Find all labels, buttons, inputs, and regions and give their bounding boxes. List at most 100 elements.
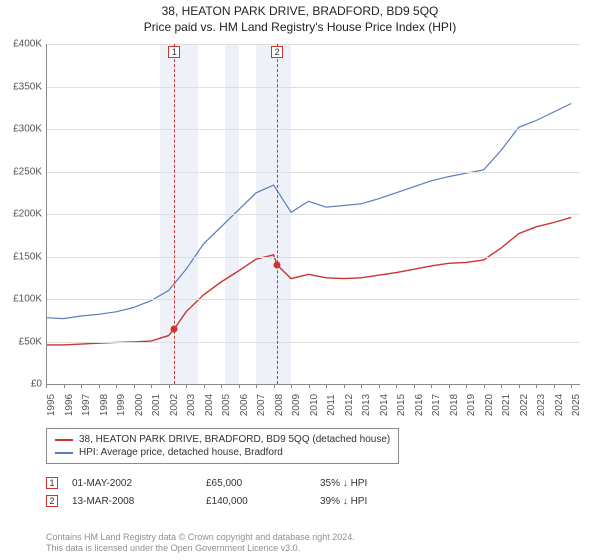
plot-area: £0£50K£100K£150K£200K£250K£300K£350K£400… bbox=[46, 44, 580, 384]
x-tick bbox=[204, 384, 205, 388]
x-axis-label: 2016 bbox=[414, 394, 425, 416]
x-axis-label: 2009 bbox=[291, 394, 302, 416]
gridline bbox=[46, 87, 580, 88]
gridline bbox=[46, 214, 580, 215]
x-tick bbox=[326, 384, 327, 388]
sale-row: 1 01-MAY-2002 £65,000 35% ↓ HPI bbox=[46, 474, 580, 492]
x-axis-label: 2018 bbox=[449, 394, 460, 416]
x-axis-label: 2002 bbox=[169, 394, 180, 416]
x-axis-label: 2025 bbox=[571, 394, 582, 416]
x-axis-label: 2006 bbox=[239, 394, 250, 416]
x-axis-label: 2011 bbox=[326, 394, 337, 416]
x-axis-label: 2005 bbox=[221, 394, 232, 416]
y-axis-label: £150K bbox=[2, 251, 42, 262]
x-axis-label: 1999 bbox=[116, 394, 127, 416]
sale-marker-box: 1 bbox=[46, 477, 58, 489]
series-hpi bbox=[46, 104, 571, 319]
x-tick bbox=[274, 384, 275, 388]
sale-trend: 35% ↓ HPI bbox=[320, 478, 440, 489]
x-axis-label: 2010 bbox=[309, 394, 320, 416]
gridline bbox=[46, 342, 580, 343]
x-axis bbox=[46, 384, 580, 385]
x-tick bbox=[501, 384, 502, 388]
x-tick bbox=[361, 384, 362, 388]
x-tick bbox=[151, 384, 152, 388]
sale-row: 2 13-MAR-2008 £140,000 39% ↓ HPI bbox=[46, 492, 580, 510]
footer-line: This data is licensed under the Open Gov… bbox=[46, 543, 355, 554]
x-tick bbox=[466, 384, 467, 388]
x-tick bbox=[81, 384, 82, 388]
x-tick bbox=[169, 384, 170, 388]
x-axis-label: 2004 bbox=[204, 394, 215, 416]
legend-swatch bbox=[55, 452, 73, 454]
legend-box: 38, HEATON PARK DRIVE, BRADFORD, BD9 5QQ… bbox=[46, 428, 399, 464]
x-tick bbox=[309, 384, 310, 388]
x-tick bbox=[116, 384, 117, 388]
footer-text: Contains HM Land Registry data © Crown c… bbox=[46, 532, 355, 555]
y-axis-label: £100K bbox=[2, 294, 42, 305]
sale-marker-box: 2 bbox=[46, 495, 58, 507]
x-axis-label: 2008 bbox=[274, 394, 285, 416]
x-axis-label: 2003 bbox=[186, 394, 197, 416]
x-axis-label: 1997 bbox=[81, 394, 92, 416]
x-axis-label: 1996 bbox=[64, 394, 75, 416]
x-tick bbox=[414, 384, 415, 388]
y-axis-label: £300K bbox=[2, 124, 42, 135]
x-axis-label: 2007 bbox=[256, 394, 267, 416]
title-block: 38, HEATON PARK DRIVE, BRADFORD, BD9 5QQ… bbox=[0, 0, 600, 34]
x-axis-label: 2014 bbox=[379, 394, 390, 416]
x-axis-label: 1998 bbox=[99, 394, 110, 416]
legend-row: 38, HEATON PARK DRIVE, BRADFORD, BD9 5QQ… bbox=[55, 433, 390, 446]
x-tick bbox=[99, 384, 100, 388]
sale-trend: 39% ↓ HPI bbox=[320, 496, 440, 507]
x-axis-label: 2000 bbox=[134, 394, 145, 416]
legend-label: HPI: Average price, detached house, Brad… bbox=[79, 447, 283, 458]
x-axis-label: 2019 bbox=[466, 394, 477, 416]
x-tick bbox=[571, 384, 572, 388]
x-tick bbox=[344, 384, 345, 388]
sale-dot bbox=[274, 262, 281, 269]
x-tick bbox=[536, 384, 537, 388]
x-tick bbox=[186, 384, 187, 388]
x-tick bbox=[396, 384, 397, 388]
sale-table: 1 01-MAY-2002 £65,000 35% ↓ HPI 2 13-MAR… bbox=[46, 474, 580, 510]
x-tick bbox=[519, 384, 520, 388]
x-axis-label: 2012 bbox=[344, 394, 355, 416]
y-axis-label: £400K bbox=[2, 39, 42, 50]
series-subject bbox=[46, 217, 571, 345]
x-tick bbox=[221, 384, 222, 388]
x-tick bbox=[379, 384, 380, 388]
title-address: 38, HEATON PARK DRIVE, BRADFORD, BD9 5QQ bbox=[0, 4, 600, 18]
x-axis-label: 2023 bbox=[536, 394, 547, 416]
x-tick bbox=[134, 384, 135, 388]
legend-label: 38, HEATON PARK DRIVE, BRADFORD, BD9 5QQ… bbox=[79, 434, 390, 445]
gridline bbox=[46, 129, 580, 130]
sale-marker-chart: 2 bbox=[271, 46, 283, 58]
sale-price: £65,000 bbox=[206, 478, 306, 489]
x-tick bbox=[46, 384, 47, 388]
title-subtitle: Price paid vs. HM Land Registry's House … bbox=[0, 20, 600, 34]
y-axis-label: £200K bbox=[2, 209, 42, 220]
x-tick bbox=[431, 384, 432, 388]
sale-price: £140,000 bbox=[206, 496, 306, 507]
chart-container: 38, HEATON PARK DRIVE, BRADFORD, BD9 5QQ… bbox=[0, 0, 600, 560]
y-axis-label: £250K bbox=[2, 166, 42, 177]
x-axis-label: 2001 bbox=[151, 394, 162, 416]
x-axis-label: 2022 bbox=[519, 394, 530, 416]
x-tick bbox=[554, 384, 555, 388]
legend-swatch bbox=[55, 439, 73, 441]
x-tick bbox=[239, 384, 240, 388]
x-tick bbox=[291, 384, 292, 388]
gridline bbox=[46, 44, 580, 45]
x-axis-label: 2017 bbox=[431, 394, 442, 416]
sale-dot bbox=[171, 325, 178, 332]
x-tick bbox=[484, 384, 485, 388]
gridline bbox=[46, 172, 580, 173]
y-axis-label: £0 bbox=[2, 379, 42, 390]
y-axis-label: £350K bbox=[2, 81, 42, 92]
x-tick bbox=[64, 384, 65, 388]
y-axis bbox=[46, 44, 47, 384]
x-axis-label: 2015 bbox=[396, 394, 407, 416]
sale-date: 13-MAR-2008 bbox=[72, 496, 192, 507]
x-axis-label: 2021 bbox=[501, 394, 512, 416]
